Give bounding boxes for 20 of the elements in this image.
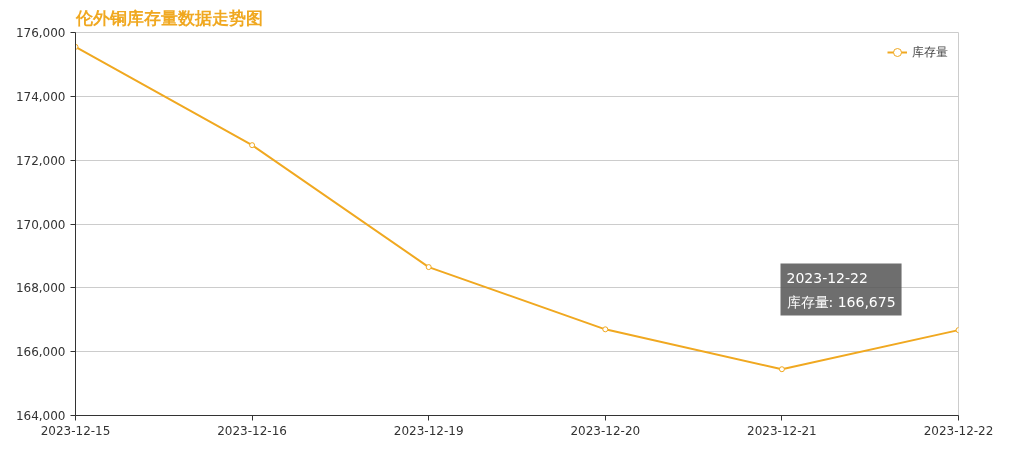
- x-tick-label: 2023-12-21: [747, 423, 817, 438]
- y-tick-label: 176,000: [15, 26, 66, 40]
- x-tick-label: 2023-12-16: [217, 423, 287, 438]
- point: [778, 366, 785, 373]
- legend-label: 库存量: [912, 43, 948, 61]
- point: [425, 264, 432, 271]
- y-tick-label: 164,000: [15, 409, 66, 423]
- y-tick-label: 174,000: [15, 89, 66, 104]
- y-tick-label: 168,000: [15, 281, 66, 296]
- x-tick-label: 2023-12-20: [570, 423, 641, 438]
- x-tick-label: 2023-12-19: [393, 423, 464, 438]
- x-tick-label: 2023-12-15: [40, 423, 111, 438]
- point: [249, 142, 256, 149]
- x-tick-label: 2023-12-22: [923, 423, 994, 438]
- y-tick-label: 166,000: [15, 345, 66, 360]
- point: [602, 326, 609, 333]
- y-tick-label: 172,000: [15, 153, 66, 168]
- annotation: 2023-12-22 库存量: 166,675: [786, 269, 896, 310]
- chart-title: 伦外铜库存量数据走势图: [74, 7, 263, 28]
- y-tick-label: 170,000: [15, 217, 66, 232]
